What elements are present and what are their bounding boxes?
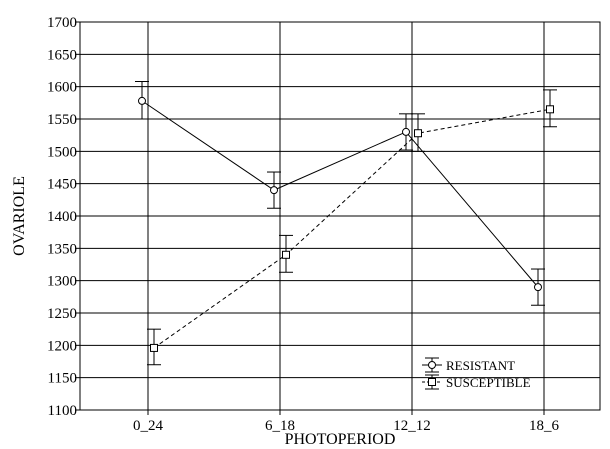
- y-tick-label: 1350: [47, 241, 77, 257]
- x-axis-title: PHOTOPERIOD: [285, 431, 396, 448]
- data-point-square: [546, 105, 554, 114]
- y-tick-label: 1300: [47, 274, 77, 290]
- series-layer: [135, 80, 557, 366]
- y-tick-label: 1500: [47, 144, 77, 160]
- y-tick-label: 1400: [47, 209, 77, 225]
- legend-label: RESISTANT: [446, 358, 515, 373]
- y-tick-label: 1450: [47, 177, 77, 193]
- y-tick-label: 1150: [48, 371, 77, 387]
- y-tick-label: 1200: [47, 338, 77, 354]
- x-axis-ticks: 0_24 6_18 12_12 18_6: [133, 410, 560, 434]
- legend-item-susceptible: SUSCEPTIBLE: [422, 374, 531, 390]
- x-tick-label: 0_24: [133, 418, 164, 434]
- y-tick-label: 1600: [47, 80, 77, 96]
- x-tick-label: 18_6: [529, 418, 560, 434]
- y-tick-label: 1100: [48, 403, 77, 419]
- legend-label: SUSCEPTIBLE: [446, 375, 531, 390]
- data-point-square: [282, 250, 290, 259]
- y-tick-label: 1650: [47, 47, 77, 63]
- series-line: [141, 100, 539, 288]
- data-point-circle: [270, 186, 278, 195]
- data-point-square: [150, 343, 158, 352]
- data-point-circle: [402, 127, 410, 136]
- x-tick-label: 12_12: [393, 418, 431, 434]
- data-point-circle: [534, 283, 542, 292]
- legend-marker-square: [428, 378, 436, 386]
- series-susceptible: [147, 89, 557, 366]
- y-tick-label: 1550: [47, 112, 77, 128]
- y-tick-label: 1250: [47, 306, 77, 322]
- y-axis-ticks: 1100 1150 1200 1250 1300 1350 1400 1450 1500 1550…: [47, 15, 80, 419]
- legend: RESISTANT SUSCEPTIBLE: [422, 357, 531, 390]
- y-axis-title: OVARIOLE: [11, 176, 28, 256]
- data-point-circle: [138, 96, 146, 105]
- y-tick-label: 1700: [47, 15, 77, 31]
- x-tick-label: 6_18: [265, 418, 295, 434]
- data-point-square: [414, 129, 422, 138]
- legend-item-resistant: RESISTANT: [422, 357, 515, 373]
- legend-marker-circle: [428, 361, 436, 369]
- series-line: [153, 108, 551, 349]
- series-resistant: [135, 80, 545, 306]
